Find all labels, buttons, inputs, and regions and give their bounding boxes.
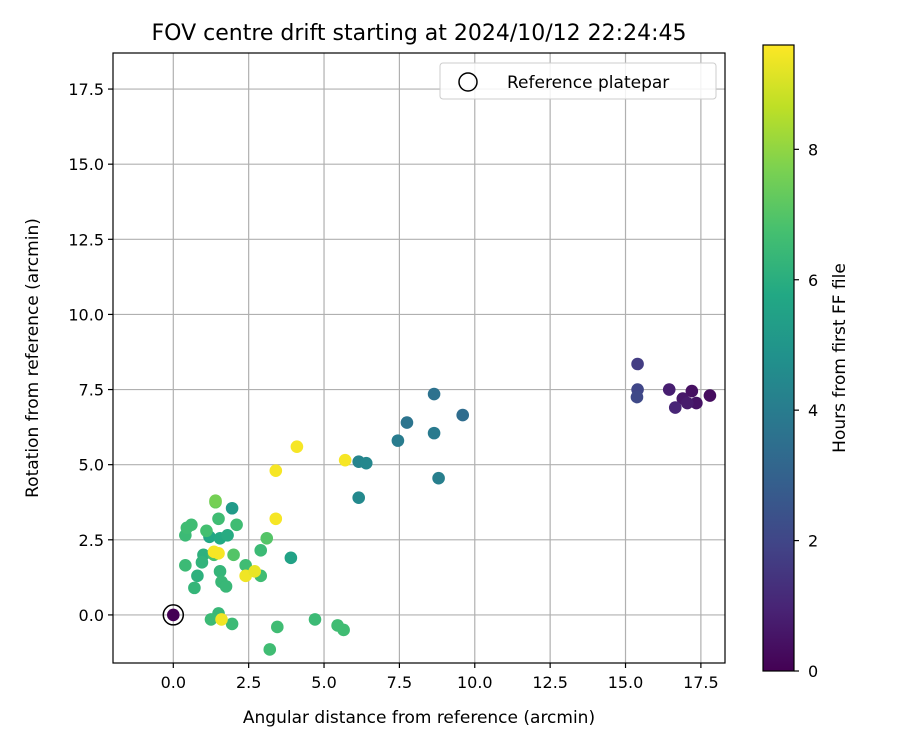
- data-point: [427, 426, 441, 440]
- data-point: [432, 471, 445, 485]
- colorbar-label: Hours from first FF file: [830, 263, 850, 453]
- data-point: [230, 518, 243, 532]
- data-point: [263, 643, 277, 656]
- data-point: [185, 518, 198, 532]
- data-point: [338, 453, 352, 467]
- y-axis-ticks: 0.0 2.5 5.0 7.5 10.0 12.5 15.0 17.5: [68, 80, 113, 625]
- x-tick-label: 10.0: [457, 673, 493, 692]
- colorbar-tick-label: 0: [808, 662, 818, 681]
- colorbar-tick-label: 4: [808, 401, 818, 420]
- x-tick-label: 12.5: [532, 673, 568, 692]
- x-tick-label: 5.0: [311, 673, 336, 692]
- plot-frame: [112, 52, 726, 664]
- data-point: [456, 408, 470, 422]
- data-point: [248, 565, 261, 578]
- data-point: [225, 617, 239, 631]
- y-tick-label: 0.0: [79, 606, 104, 625]
- legend-box: [439, 62, 717, 100]
- data-point: [271, 620, 284, 634]
- y-tick-label: 10.0: [68, 305, 104, 324]
- data-point: [269, 512, 283, 526]
- data-point: [179, 559, 192, 572]
- data-point: [337, 623, 350, 637]
- data-point: [260, 531, 274, 545]
- x-tick-label: 0.0: [161, 673, 186, 692]
- reference-marker-layer: [162, 604, 185, 626]
- grid-lines: [113, 53, 725, 663]
- x-tick-label: 2.5: [236, 673, 261, 692]
- x-axis-ticks: 0.0 2.5 5.0 7.5 10.0 12.5 15.0 17.5: [161, 663, 719, 692]
- chart-title: FOV centre drift starting at 2024/10/12 …: [152, 21, 687, 46]
- data-point: [209, 494, 222, 508]
- y-tick-label: 15.0: [68, 155, 104, 174]
- legend-entry-reference: Reference platepar: [507, 73, 669, 93]
- data-point: [668, 401, 682, 414]
- data-point: [269, 464, 283, 477]
- y-tick-label: 5.0: [79, 456, 104, 475]
- legend: Reference platepar: [439, 62, 717, 100]
- data-point: [630, 390, 644, 404]
- data-point: [219, 580, 233, 593]
- data-point: [195, 556, 209, 569]
- data-point: [215, 613, 228, 626]
- data-point: [400, 416, 414, 429]
- colorbar-tick-label: 8: [808, 140, 818, 159]
- data-point: [166, 608, 180, 622]
- y-tick-label: 7.5: [79, 381, 104, 400]
- data-point: [391, 434, 405, 447]
- data-point: [703, 389, 717, 402]
- x-tick-label: 17.5: [683, 673, 719, 692]
- data-point: [685, 384, 699, 398]
- data-point: [207, 545, 221, 559]
- data-point: [290, 440, 304, 453]
- data-point: [239, 559, 252, 572]
- data-point: [212, 512, 225, 526]
- colorbar-frame: [762, 44, 795, 672]
- colorbar-gradient: [763, 45, 794, 671]
- data-point: [359, 456, 373, 470]
- x-tick-label: 7.5: [387, 673, 412, 692]
- colorbar: 0 2 4 6 8 Hours from first FF file: [762, 44, 850, 681]
- data-point: [427, 387, 441, 401]
- y-tick-label: 2.5: [79, 531, 104, 550]
- colorbar-tick-label: 6: [808, 271, 818, 290]
- data-point: [254, 544, 268, 557]
- data-point: [191, 569, 204, 583]
- colorbar-tick-label: 2: [808, 532, 818, 551]
- y-tick-label: 17.5: [68, 80, 104, 99]
- data-point: [631, 357, 644, 371]
- y-axis-label: Rotation from reference (arcmin): [23, 218, 43, 498]
- legend-reference-marker: [458, 72, 478, 92]
- data-point: [352, 491, 366, 505]
- reference-marker: [162, 604, 185, 626]
- data-point: [225, 501, 239, 515]
- data-point: [188, 581, 201, 595]
- data-point: [213, 565, 227, 578]
- x-axis-label: Angular distance from reference (arcmin): [243, 708, 595, 728]
- data-point: [681, 396, 694, 410]
- data-point: [221, 528, 234, 542]
- x-tick-label: 15.0: [608, 673, 644, 692]
- colorbar-ticks: 0 2 4 6 8: [794, 140, 818, 681]
- data-point: [308, 613, 322, 626]
- data-point: [284, 551, 298, 565]
- data-point: [204, 613, 218, 626]
- y-tick-label: 12.5: [68, 230, 104, 249]
- data-point: [200, 524, 213, 538]
- data-point: [662, 383, 676, 396]
- data-point: [227, 548, 240, 562]
- data-point: [690, 396, 703, 410]
- data-points: [166, 357, 717, 656]
